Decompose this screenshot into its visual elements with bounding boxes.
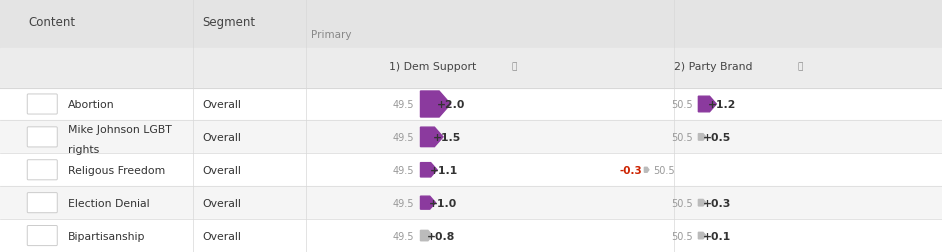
Text: 50.5: 50.5	[671, 198, 692, 208]
Text: 49.5: 49.5	[393, 165, 414, 175]
Text: Primary: Primary	[311, 29, 351, 39]
Text: +1.5: +1.5	[433, 132, 461, 142]
Text: 50.5: 50.5	[671, 100, 692, 110]
Polygon shape	[644, 168, 649, 173]
FancyBboxPatch shape	[27, 127, 57, 147]
Polygon shape	[698, 232, 706, 239]
Text: +0.1: +0.1	[703, 231, 731, 241]
Bar	[0, 219, 942, 252]
FancyBboxPatch shape	[27, 160, 57, 180]
Text: 49.5: 49.5	[393, 198, 414, 208]
Bar	[0, 88, 942, 121]
Text: Religous Freedom: Religous Freedom	[68, 165, 166, 175]
FancyBboxPatch shape	[27, 226, 57, 246]
Text: ⓘ: ⓘ	[797, 62, 803, 71]
Text: 50.5: 50.5	[671, 231, 692, 241]
Text: +1.2: +1.2	[708, 100, 737, 110]
Text: -0.3: -0.3	[620, 165, 642, 175]
Polygon shape	[420, 128, 443, 147]
Polygon shape	[420, 196, 435, 209]
Text: Abortion: Abortion	[68, 100, 115, 110]
Text: Overall: Overall	[203, 165, 241, 175]
Bar	[0, 186, 942, 219]
FancyBboxPatch shape	[27, 193, 57, 213]
Polygon shape	[698, 134, 706, 141]
Text: 49.5: 49.5	[393, 132, 414, 142]
Text: Overall: Overall	[203, 231, 241, 241]
Text: 2) Party Brand: 2) Party Brand	[674, 62, 753, 72]
Text: 50.5: 50.5	[653, 165, 674, 175]
Text: Bipartisanship: Bipartisanship	[68, 231, 146, 241]
Text: Overall: Overall	[203, 100, 241, 110]
Text: Content: Content	[28, 16, 75, 28]
Text: +0.5: +0.5	[703, 132, 731, 142]
Text: 49.5: 49.5	[393, 100, 414, 110]
Bar	[0, 154, 942, 186]
Text: +0.3: +0.3	[703, 198, 731, 208]
Bar	[0, 49, 942, 88]
Bar	[0, 0, 942, 49]
Text: 49.5: 49.5	[393, 231, 414, 241]
Text: +0.8: +0.8	[427, 231, 455, 241]
Text: Mike Johnson LGBT: Mike Johnson LGBT	[68, 124, 172, 134]
Bar	[0, 121, 942, 154]
Text: Election Denial: Election Denial	[68, 198, 150, 208]
Text: Segment: Segment	[203, 16, 255, 28]
Text: +1.1: +1.1	[430, 165, 458, 175]
Polygon shape	[698, 200, 706, 206]
Polygon shape	[698, 97, 716, 112]
FancyBboxPatch shape	[27, 94, 57, 115]
Polygon shape	[420, 92, 450, 117]
Text: 50.5: 50.5	[671, 132, 692, 142]
Text: +2.0: +2.0	[437, 100, 465, 110]
Polygon shape	[420, 230, 432, 241]
Text: 1) Dem Support: 1) Dem Support	[389, 62, 477, 72]
Text: +1.0: +1.0	[429, 198, 457, 208]
Text: Overall: Overall	[203, 132, 241, 142]
Text: Overall: Overall	[203, 198, 241, 208]
Text: rights: rights	[68, 144, 100, 154]
Text: ⓘ: ⓘ	[512, 62, 517, 71]
Polygon shape	[420, 163, 437, 177]
